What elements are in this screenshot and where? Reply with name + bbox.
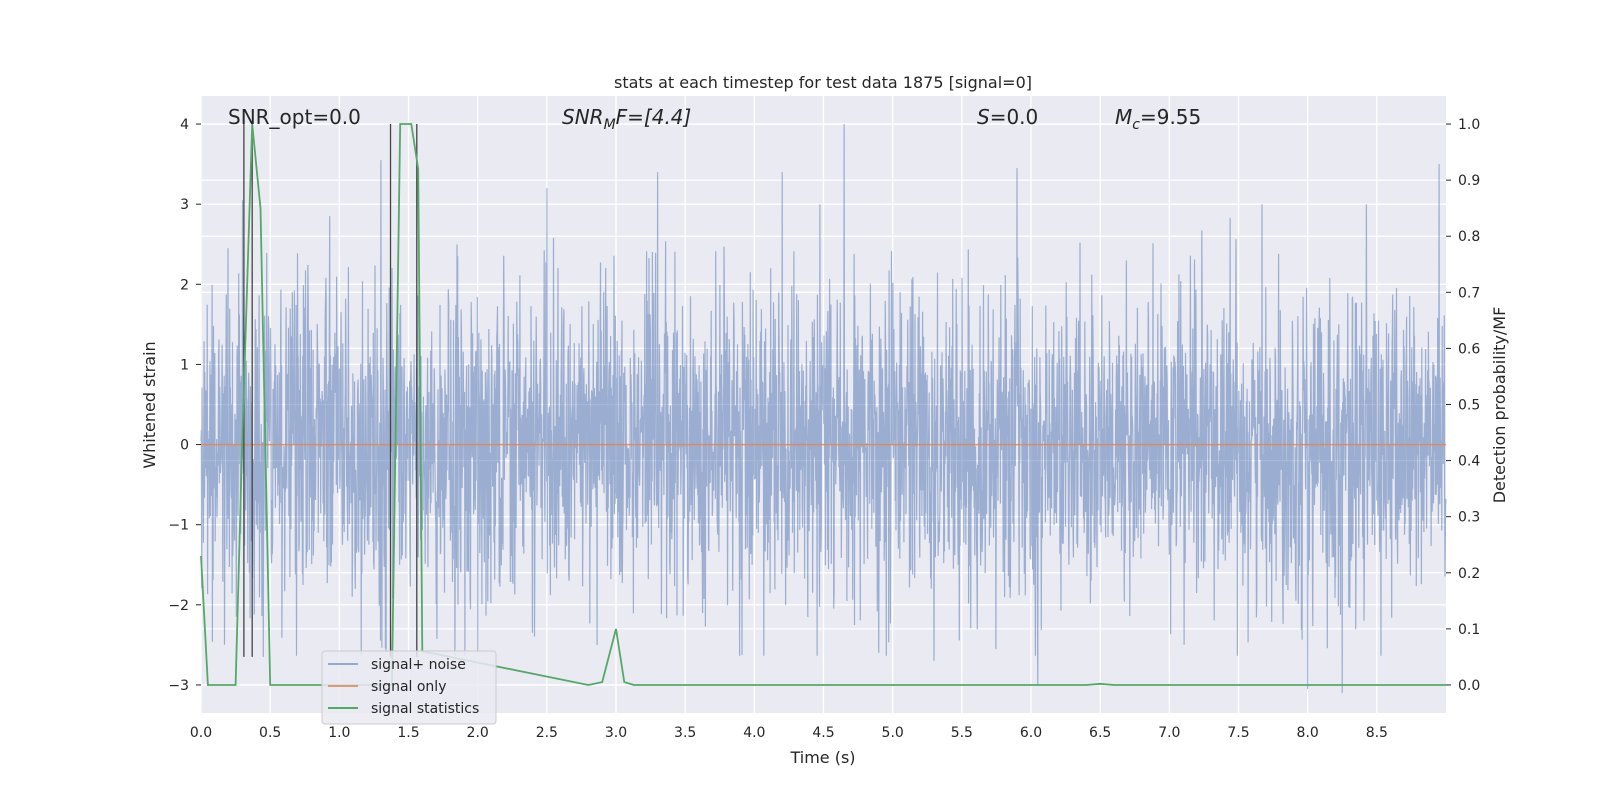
- mc-sub: c: [1132, 117, 1140, 133]
- s-base: S: [977, 105, 990, 129]
- x-tick-6: 3.0: [605, 725, 627, 741]
- chart-title: stats at each timestep for test data 187…: [614, 73, 1032, 92]
- y-right-tick-3: 0.3: [1458, 510, 1480, 526]
- legend-label-signal: signal only: [371, 679, 446, 695]
- signal-statistics-line: [200, 123, 1446, 686]
- y-right-tick-10: 1.0: [1458, 117, 1480, 133]
- y-left-axis-label: Whitened strain: [140, 341, 159, 468]
- y-left-tick-7: 4: [180, 117, 189, 133]
- x-tick-3: 1.5: [397, 725, 419, 741]
- x-tick-1: 0.5: [259, 725, 281, 741]
- x-axis-label: Time (s): [789, 748, 855, 767]
- y-right-tick-1: 0.1: [1458, 622, 1480, 638]
- x-tick-4: 2.0: [467, 725, 489, 741]
- x-tick-15: 7.5: [1227, 725, 1249, 741]
- snr-mf-rest: F=[4.4]: [616, 105, 692, 129]
- x-tick-7: 3.5: [674, 725, 696, 741]
- annotation-snr-opt: SNR_opt=0.0: [228, 105, 361, 129]
- legend: signal+ noise signal only signal statist…: [321, 650, 497, 725]
- x-tick-5: 2.5: [536, 725, 558, 741]
- y-right-tick-6: 0.6: [1458, 341, 1480, 357]
- legend-label-noise: signal+ noise: [371, 657, 466, 673]
- x-tick-2: 1.0: [328, 725, 350, 741]
- x-tick-8: 4.0: [743, 725, 765, 741]
- legend-box: [321, 650, 497, 725]
- y-left-tick-3: 0: [180, 438, 189, 454]
- annotation-snr-mf: SNRMF=[4.4]: [562, 105, 691, 133]
- y-left-tick-2: −1: [168, 518, 189, 534]
- y-right-axis-label: Detection probability/MF: [1490, 307, 1509, 504]
- x-tick-0: 0.0: [190, 725, 212, 741]
- y-right-tick-5: 0.5: [1458, 398, 1480, 414]
- y-right-tick-4: 0.4: [1458, 454, 1480, 470]
- annotation-mc: Mc=9.55: [1115, 105, 1201, 133]
- x-tick-17: 8.5: [1366, 725, 1388, 741]
- y-left-tick-labels: −3 −2 −1 0 1 2 3 4: [168, 117, 201, 694]
- x-tick-11: 5.5: [951, 725, 973, 741]
- series-signal-statistics: [200, 123, 1446, 686]
- x-tick-13: 6.5: [1089, 725, 1111, 741]
- y-left-tick-4: 1: [180, 357, 189, 373]
- y-left-tick-1: −2: [168, 598, 189, 614]
- y-right-tick-9: 0.9: [1458, 173, 1480, 189]
- x-tick-14: 7.0: [1158, 725, 1180, 741]
- vertical-markers: [243, 124, 418, 657]
- y-right-tick-7: 0.7: [1458, 285, 1480, 301]
- s-rest: =0.0: [990, 105, 1039, 129]
- y-left-tick-0: −3: [168, 678, 189, 694]
- y-left-tick-5: 2: [180, 277, 189, 293]
- y-right-tick-0: 0.0: [1458, 678, 1480, 694]
- series-signal-plus-noise: [200, 123, 1447, 694]
- mc-base: M: [1115, 105, 1132, 129]
- x-tick-16: 8.0: [1297, 725, 1319, 741]
- x-tick-labels: 0.0 0.5 1.0 1.5 2.0 2.5 3.0 3.5 4.0 4.5 5.0 5.5 6.0 6…: [190, 725, 1388, 741]
- snr-mf-base: SNR: [562, 105, 604, 129]
- noise-line: [200, 123, 1447, 694]
- y-left-tick-6: 3: [180, 197, 189, 213]
- mc-rest: =9.55: [1140, 105, 1201, 129]
- y-right-tick-labels: 0.0 0.1 0.2 0.3 0.4 0.5 0.6 0.7 0.8 0.9 1.0: [1446, 117, 1480, 694]
- annotation-s: S=0.0: [977, 105, 1038, 129]
- legend-label-stats: signal statistics: [371, 701, 479, 717]
- x-tick-9: 4.5: [812, 725, 834, 741]
- x-tick-10: 5.0: [882, 725, 904, 741]
- x-tick-12: 6.0: [1020, 725, 1042, 741]
- snr-mf-sub: M: [604, 117, 616, 133]
- y-right-tick-8: 0.8: [1458, 229, 1480, 245]
- y-right-tick-2: 0.2: [1458, 566, 1480, 582]
